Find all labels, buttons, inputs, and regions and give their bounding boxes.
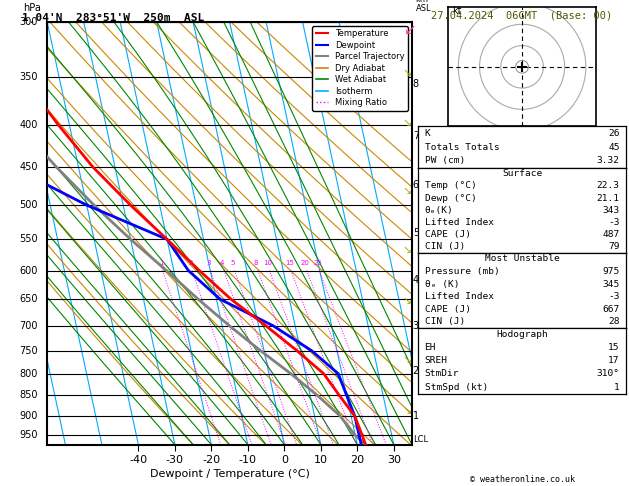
Text: 2: 2 bbox=[188, 260, 192, 266]
Text: 4: 4 bbox=[413, 275, 419, 285]
Text: 600: 600 bbox=[19, 265, 38, 276]
Text: ↘: ↘ bbox=[403, 119, 412, 128]
Text: 15: 15 bbox=[285, 260, 294, 266]
Text: 450: 450 bbox=[19, 162, 38, 173]
Text: kt: kt bbox=[452, 6, 462, 16]
Text: CAPE (J): CAPE (J) bbox=[425, 305, 470, 314]
Text: K: K bbox=[425, 129, 430, 138]
Text: 800: 800 bbox=[19, 369, 38, 379]
Text: 750: 750 bbox=[19, 346, 38, 356]
Text: 345: 345 bbox=[603, 279, 620, 289]
Text: 950: 950 bbox=[19, 431, 38, 440]
Text: 850: 850 bbox=[19, 390, 38, 400]
Text: 2: 2 bbox=[413, 366, 419, 377]
Text: ↘: ↘ bbox=[403, 245, 412, 255]
Text: θₑ(K): θₑ(K) bbox=[425, 206, 454, 215]
Text: StmDir: StmDir bbox=[425, 369, 459, 379]
X-axis label: Dewpoint / Temperature (°C): Dewpoint / Temperature (°C) bbox=[150, 469, 309, 479]
Text: 26: 26 bbox=[608, 129, 620, 138]
Text: 6: 6 bbox=[413, 180, 419, 190]
Text: ↘: ↘ bbox=[403, 406, 412, 416]
Text: 10: 10 bbox=[263, 260, 272, 266]
Text: 8: 8 bbox=[254, 260, 259, 266]
Text: 500: 500 bbox=[19, 200, 38, 210]
Text: 487: 487 bbox=[603, 230, 620, 239]
Text: -3: -3 bbox=[608, 218, 620, 227]
Text: EH: EH bbox=[425, 343, 436, 352]
Text: CIN (J): CIN (J) bbox=[425, 317, 465, 326]
Text: 25: 25 bbox=[313, 260, 322, 266]
Text: Lifted Index: Lifted Index bbox=[425, 292, 494, 301]
Text: 400: 400 bbox=[19, 120, 38, 130]
Text: 310°: 310° bbox=[597, 369, 620, 379]
Text: Lifted Index: Lifted Index bbox=[425, 218, 494, 227]
Text: km
ASL: km ASL bbox=[416, 0, 431, 14]
Text: 300: 300 bbox=[19, 17, 38, 27]
Text: θₑ (K): θₑ (K) bbox=[425, 279, 459, 289]
Text: 28: 28 bbox=[608, 317, 620, 326]
Text: 20: 20 bbox=[301, 260, 309, 266]
Text: ↘: ↘ bbox=[403, 355, 412, 365]
Text: © weatheronline.co.uk: © weatheronline.co.uk bbox=[470, 474, 574, 484]
Text: 4: 4 bbox=[220, 260, 225, 266]
Text: 1: 1 bbox=[159, 260, 164, 266]
Text: 667: 667 bbox=[603, 305, 620, 314]
Text: Temp (°C): Temp (°C) bbox=[425, 181, 476, 191]
Text: ↘: ↘ bbox=[403, 186, 412, 196]
Text: 700: 700 bbox=[19, 321, 38, 331]
Text: StmSpd (kt): StmSpd (kt) bbox=[425, 382, 487, 392]
Text: Surface: Surface bbox=[502, 169, 542, 178]
Text: 1¸04'N  283°51'W  250m  ASL: 1¸04'N 283°51'W 250m ASL bbox=[22, 12, 204, 22]
Text: Dewp (°C): Dewp (°C) bbox=[425, 193, 476, 203]
Text: 650: 650 bbox=[19, 294, 38, 304]
Text: 1: 1 bbox=[413, 411, 419, 421]
Text: ↙: ↙ bbox=[404, 22, 416, 37]
Text: 7: 7 bbox=[413, 131, 419, 140]
Text: 21.1: 21.1 bbox=[597, 193, 620, 203]
Text: ↘: ↘ bbox=[403, 68, 412, 78]
Text: Pressure (mb): Pressure (mb) bbox=[425, 267, 499, 276]
Text: SREH: SREH bbox=[425, 356, 447, 365]
Text: LCL: LCL bbox=[413, 434, 428, 444]
Text: hPa: hPa bbox=[23, 3, 42, 14]
Text: PW (cm): PW (cm) bbox=[425, 156, 465, 165]
Text: 343: 343 bbox=[603, 206, 620, 215]
Text: 975: 975 bbox=[603, 267, 620, 276]
Text: 3: 3 bbox=[206, 260, 211, 266]
Text: 45: 45 bbox=[608, 142, 620, 152]
Text: 900: 900 bbox=[19, 411, 38, 421]
Text: Totals Totals: Totals Totals bbox=[425, 142, 499, 152]
Text: Mixing Ratio (g/kg): Mixing Ratio (g/kg) bbox=[430, 191, 439, 276]
Text: ↘: ↘ bbox=[403, 296, 412, 306]
Text: 350: 350 bbox=[19, 72, 38, 82]
Text: CAPE (J): CAPE (J) bbox=[425, 230, 470, 239]
Text: 27.04.2024  06GMT  (Base: 00): 27.04.2024 06GMT (Base: 00) bbox=[431, 11, 613, 21]
Text: CIN (J): CIN (J) bbox=[425, 242, 465, 251]
Text: 15: 15 bbox=[608, 343, 620, 352]
Text: 550: 550 bbox=[19, 234, 38, 244]
Text: 79: 79 bbox=[608, 242, 620, 251]
Text: 5: 5 bbox=[413, 228, 419, 239]
Text: 3: 3 bbox=[413, 321, 419, 331]
Text: 8: 8 bbox=[413, 79, 419, 89]
Text: 1: 1 bbox=[614, 382, 620, 392]
Legend: Temperature, Dewpoint, Parcel Trajectory, Dry Adiabat, Wet Adiabat, Isotherm, Mi: Temperature, Dewpoint, Parcel Trajectory… bbox=[313, 26, 408, 111]
Text: Hodograph: Hodograph bbox=[496, 330, 548, 339]
Text: 17: 17 bbox=[608, 356, 620, 365]
Text: 22.3: 22.3 bbox=[597, 181, 620, 191]
Text: -3: -3 bbox=[608, 292, 620, 301]
Text: 3.32: 3.32 bbox=[597, 156, 620, 165]
Text: 5: 5 bbox=[231, 260, 235, 266]
Text: Most Unstable: Most Unstable bbox=[485, 255, 559, 263]
